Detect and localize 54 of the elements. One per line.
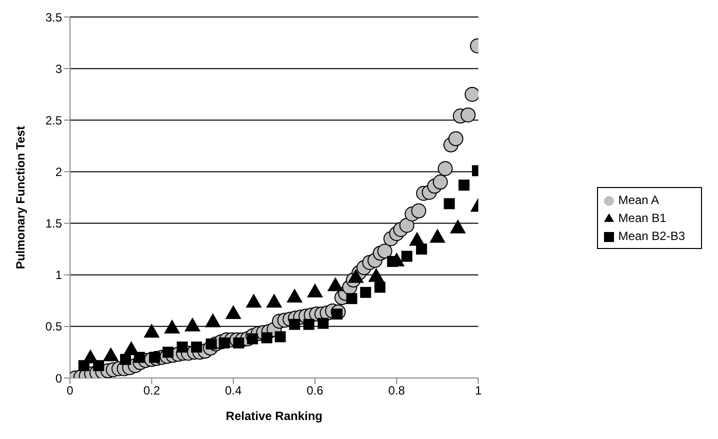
x-tick-label: 1 [474,384,482,398]
point [233,337,244,348]
point [176,342,188,353]
point [144,324,160,338]
point [360,286,372,298]
point [286,288,303,303]
point [303,318,314,330]
x-tick-label: 0.4 [224,384,242,398]
point [444,198,455,210]
y-tick-label: 1.5 [45,216,62,231]
point [225,305,242,320]
point [429,228,446,243]
point [327,277,344,292]
y-tick-label: 0 [55,371,62,386]
point [120,354,132,365]
point [274,331,286,342]
point [409,232,426,246]
point [450,219,466,234]
point [306,283,323,298]
legend-label: Mean B2-B3 [618,229,685,243]
point [184,317,200,332]
point [266,294,282,308]
y-tick-label: 0.5 [45,320,62,334]
point [204,313,221,328]
point [374,282,386,293]
y-tick-label: 2.5 [45,113,62,128]
x-tick-label: 0 [66,384,74,398]
point [191,342,202,353]
y-axis-title: Pulmonary Function Test [13,126,28,270]
y-tick-label: 3 [55,62,62,76]
point [218,337,230,348]
point [261,332,272,344]
point [164,319,180,334]
point [102,347,119,362]
x-tick-label: 0.8 [388,384,406,398]
y-tick-label: 3.5 [45,10,62,24]
point [123,341,140,356]
point [346,293,358,304]
point [247,333,258,344]
legend-label: Mean B1 [618,211,666,225]
point [368,268,384,282]
point [289,318,300,330]
y-tick-label: 2 [55,164,62,179]
x-axis-title: Relative Ranking [226,409,322,423]
point [318,318,329,329]
point [458,180,470,191]
x-tick-label: 0.2 [143,384,160,398]
point [401,250,412,262]
point [246,294,262,308]
point [348,268,364,283]
x-tick-label: 0.6 [306,384,324,398]
legend-label: Mean A [618,193,659,207]
y-tick-label: 1 [55,268,62,282]
point [82,349,98,364]
